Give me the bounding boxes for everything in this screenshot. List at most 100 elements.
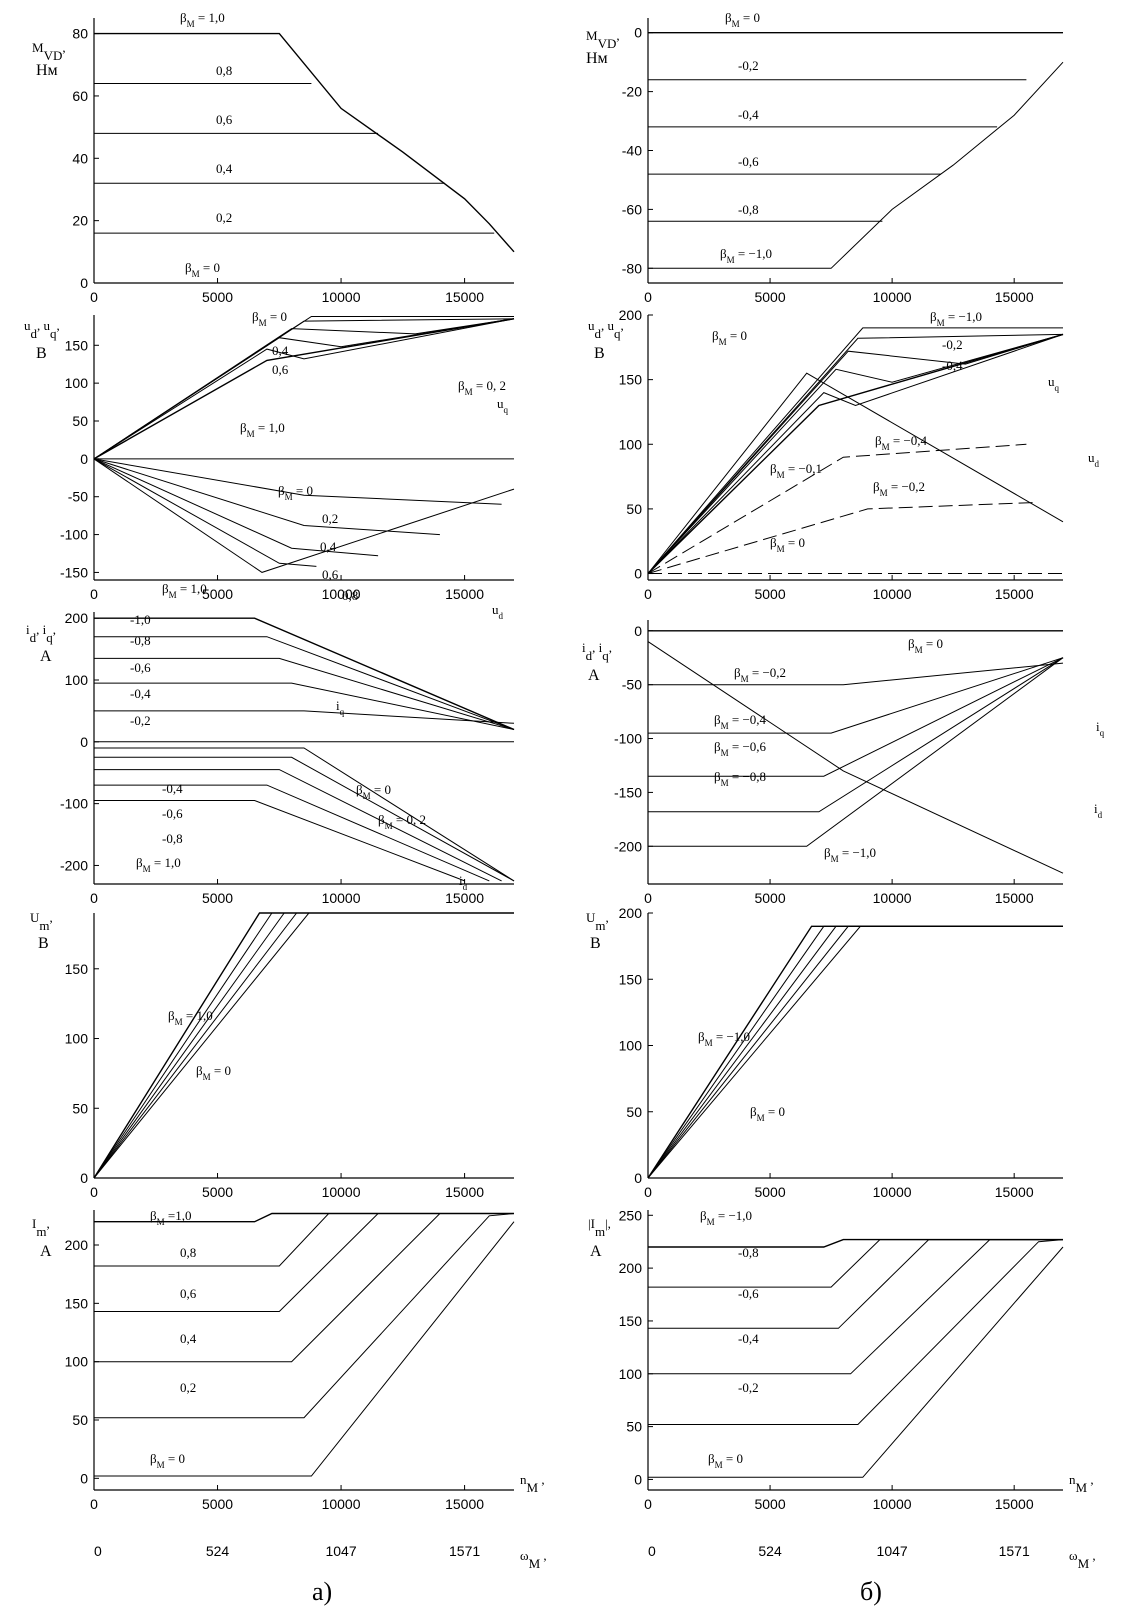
y-tick-label: 100 [65, 1354, 89, 1370]
series-line [647, 443, 1027, 574]
chart-L3: -200 -100 0 100 200 0 5000 10000 15000 id, iq, A -1… [26, 610, 515, 906]
annotation: -0,4 [130, 686, 151, 701]
x-tick-label: 5000 [754, 1496, 785, 1512]
y-tick-label: -100 [60, 796, 88, 812]
y-axis-label: Im, [32, 1216, 50, 1239]
series-line [94, 784, 490, 882]
series-line [647, 925, 1063, 1179]
x-axis-label-n: nM , [1069, 1472, 1094, 1495]
annotation: βM = −0,1 [770, 461, 822, 480]
annotation: 0,4 [272, 343, 289, 358]
x-tick-label: 0 [644, 890, 652, 906]
series-line [94, 636, 515, 730]
y-axis-label: |Im|, [588, 1216, 611, 1239]
series-line [93, 318, 515, 460]
series-line [647, 925, 1063, 1179]
y-tick-label: 150 [65, 1295, 89, 1311]
series-line [93, 458, 379, 557]
series-line [647, 641, 1064, 874]
y-axis-label: ud, uq, [24, 318, 60, 341]
caption-right: б) [860, 1577, 882, 1606]
series-label: 0,6 [216, 112, 233, 127]
y-axis-label: Um, [586, 910, 609, 933]
annotation: uq [497, 396, 509, 415]
series-label: -0,2 [738, 1380, 759, 1395]
series-label: -0,8 [738, 1245, 759, 1260]
y-tick-label: 150 [619, 971, 643, 987]
x-axis-label-n: nM , [520, 1472, 545, 1495]
annotation: 0,8 [342, 588, 358, 603]
series-label: -0,4 [738, 107, 759, 122]
y-tick-label: 100 [619, 436, 643, 452]
y-tick-label: 50 [626, 1104, 642, 1120]
annotation: βM = 1,0 [136, 855, 181, 874]
x-tick-label: 10000 [322, 1496, 361, 1512]
y-tick-label: -50 [622, 677, 642, 693]
x-extra-R5: nM , 0 524 1047 1571 ωM , [648, 1472, 1096, 1571]
y-tick-label: -200 [60, 857, 88, 873]
series-line [648, 657, 1064, 813]
series-line [93, 912, 514, 1179]
y-tick-label: 50 [72, 1412, 88, 1428]
series-line [93, 458, 440, 536]
x-tick-label: 5000 [202, 1496, 233, 1512]
series-line [648, 657, 1064, 847]
annotation: βM = −1,0 [930, 309, 982, 328]
x-tick-label: 5000 [202, 1184, 233, 1200]
y-axis-unit: Нм [36, 62, 58, 79]
y-tick-label: 200 [65, 1237, 89, 1253]
omega-tick-label: 524 [206, 1543, 230, 1559]
y-tick-label: -50 [68, 489, 88, 505]
annotation: 0,4 [320, 539, 337, 554]
x-tick-label: 15000 [995, 586, 1034, 602]
x-tick-label: 10000 [873, 1496, 912, 1512]
y-tick-label: 40 [72, 150, 88, 166]
series-label: βM = 0 [708, 1451, 743, 1470]
annotation: βM = −0,4 [714, 712, 767, 731]
y-axis-label: MVD, [32, 40, 66, 63]
series-line [647, 333, 1064, 574]
series-line [648, 1246, 1064, 1478]
series-label: 0,2 [180, 1380, 196, 1395]
y-axis-label: id, iq, [26, 622, 56, 645]
annotation: 0,6 [272, 362, 289, 377]
series-label: βM = 1,0 [180, 10, 225, 29]
x-tick-label: 15000 [995, 289, 1034, 305]
y-axis-unit: A [40, 1243, 52, 1260]
series-line [647, 925, 1063, 1179]
annotation: -0,8 [162, 831, 183, 846]
omega-tick-label: 1571 [449, 1543, 480, 1559]
y-tick-label: 200 [619, 1260, 643, 1276]
x-tick-label: 15000 [995, 1496, 1034, 1512]
y-axis-label: ud, uq, [588, 318, 624, 341]
annotation: -1,0 [130, 612, 151, 627]
y-tick-label: 100 [65, 1031, 89, 1047]
y-tick-label: 50 [72, 413, 88, 429]
series-line [648, 657, 1064, 777]
annotation: id [1094, 801, 1103, 820]
chart-L1: 0 20 40 60 80 0 5000 10000 15000 MVD,Нм βM = 1,0 0,… [32, 10, 515, 305]
omega-tick-label: 0 [94, 1543, 102, 1559]
series-label: 0,8 [180, 1245, 196, 1260]
series-label: 0,2 [216, 210, 232, 225]
series-label: 0,4 [180, 1331, 197, 1346]
annotation: βM = 1,0 [168, 1008, 213, 1027]
annotation: βM = 0 [750, 1104, 785, 1123]
series-label: βM = 0 [150, 1451, 185, 1470]
y-axis-label: MVD, [586, 28, 620, 51]
y-tick-label: 250 [619, 1207, 643, 1223]
x-tick-label: 5000 [754, 289, 785, 305]
annotation: βM = −0,4 [875, 433, 928, 452]
series-line [93, 912, 514, 1179]
series-label: βM = −1,0 [700, 1208, 752, 1227]
y-tick-label: 80 [72, 26, 88, 42]
y-axis-unit: В [590, 935, 601, 952]
x-tick-label: 10000 [873, 289, 912, 305]
y-axis-label: Um, [30, 910, 53, 933]
annotation: βM = 0, 2 [458, 378, 506, 397]
series-line [93, 316, 514, 460]
y-axis-unit: A [590, 1243, 602, 1260]
y-tick-label: 50 [626, 501, 642, 517]
series-line [93, 318, 515, 460]
series-line [94, 769, 502, 882]
